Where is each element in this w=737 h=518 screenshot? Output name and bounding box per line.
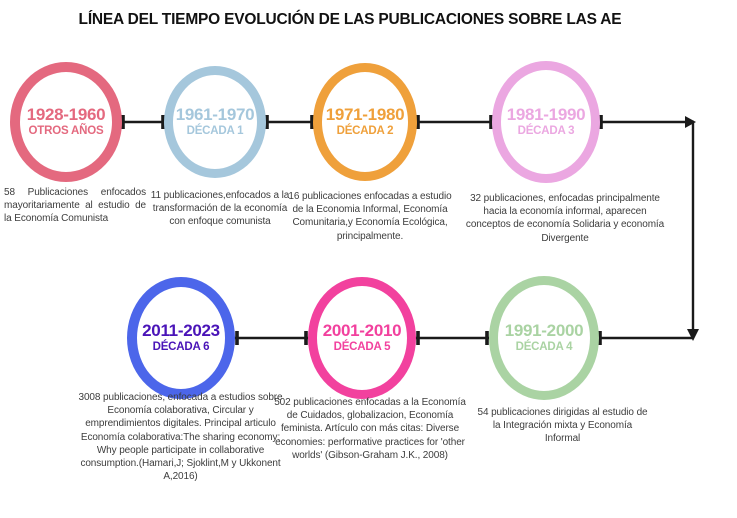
decade-description-2001-2010: 502 publicaciones enfocadas a la Economí… — [274, 397, 466, 461]
decade-range: 2011-2023 — [142, 321, 220, 341]
decade-description-1971-1980: 16 publicaciones enfocadas a estudio de … — [288, 191, 452, 242]
decade-circle-2011-2023: 2011-2023 DÉCADA 6 — [127, 277, 235, 399]
decade-label: DÉCADA 5 — [333, 340, 391, 353]
decade-circle-1991-2000: 1991-2000 DÉCADA 4 — [489, 276, 599, 400]
decade-range: 1928-1960 — [26, 105, 106, 125]
decade-circle-1928-1960: 1928-1960 OTROS AÑOS — [10, 62, 122, 182]
decade-range: 2001-2010 — [322, 321, 402, 341]
decade-circle-1971-1980: 1971-1980 DÉCADA 2 — [313, 63, 417, 181]
decade-range: 1981-1990 — [506, 105, 586, 125]
connector-end-bars — [121, 115, 603, 345]
decade-description-1991-2000: 54 publicaciones dirigidas al estudio de… — [477, 407, 648, 445]
decade-range: 1991-2000 — [504, 321, 584, 341]
decade-description-1961-1970: 11 publicaciones,enfocados a la transfor… — [150, 190, 290, 228]
decade-label: DÉCADA 1 — [186, 124, 244, 137]
decade-circle-1981-1990: 1981-1990 DÉCADA 3 — [492, 61, 600, 183]
connector-segments — [120, 120, 695, 340]
decade-label: DÉCADA 6 — [152, 340, 210, 353]
decade-label: DÉCADA 2 — [336, 124, 394, 137]
decade-label: DÉCADA 3 — [517, 124, 575, 137]
decade-description-1928-1960: 58 Publicaciones enfocados mayoritariame… — [4, 187, 146, 225]
decade-circle-2001-2010: 2001-2010 DÉCADA 5 — [308, 277, 416, 399]
decade-circle-1961-1970: 1961-1970 DÉCADA 1 — [164, 66, 266, 178]
decade-label: OTROS AÑOS — [28, 124, 104, 137]
decade-label: DÉCADA 4 — [515, 340, 573, 353]
page-title: LÍNEA DEL TIEMPO EVOLUCIÓN DE LAS PUBLIC… — [78, 11, 622, 28]
decade-range: 1961-1970 — [175, 105, 255, 125]
decade-range: 1971-1980 — [325, 105, 405, 125]
decade-description-2011-2023: 3008 publicaciones, enfocada a estudios … — [78, 392, 283, 483]
decade-description-1981-1990: 32 publicaciones, enfocadas principalmen… — [465, 193, 665, 244]
corner-arrowheads — [685, 116, 699, 341]
